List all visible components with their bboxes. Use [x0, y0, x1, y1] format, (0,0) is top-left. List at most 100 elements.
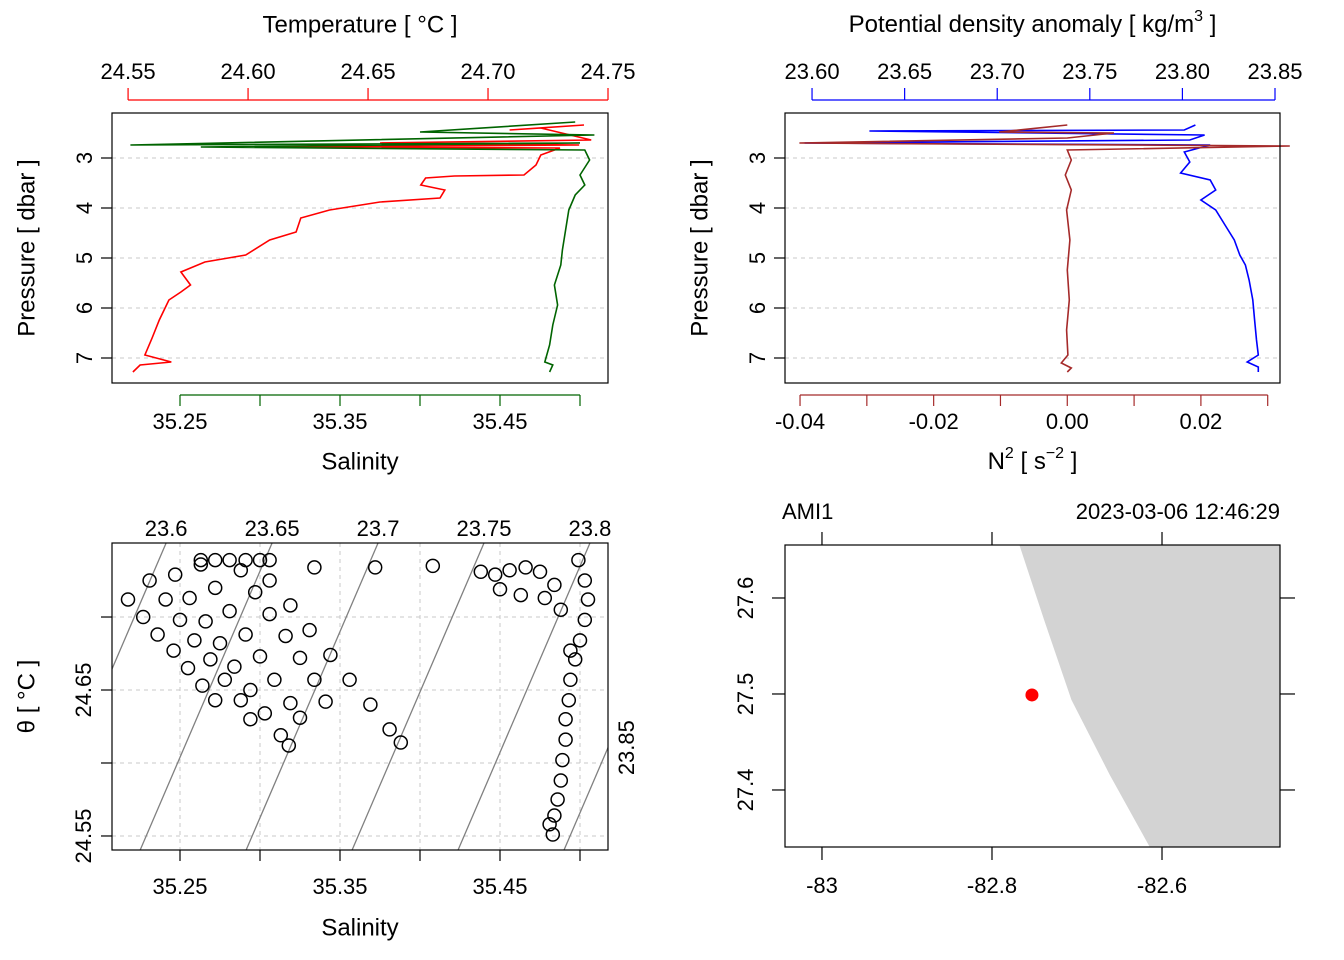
x-tick-label: -82.8 [967, 873, 1017, 898]
ts-point [207, 552, 223, 568]
ts-point [487, 567, 503, 582]
ts-point [318, 694, 333, 709]
x2-tick-label: 24.75 [580, 59, 635, 84]
ts-point [572, 633, 588, 648]
y-tick-label: 4 [745, 202, 770, 214]
x2-axis-title: Temperature [ °C ] [263, 11, 458, 38]
plot-box [111, 542, 609, 851]
x-tick-label: 35.45 [472, 409, 527, 434]
ts-point [198, 614, 213, 629]
ts-point [262, 606, 277, 622]
ts-point [281, 738, 297, 753]
ts-point [243, 682, 258, 698]
ts-point [238, 552, 253, 568]
y-tick-label: 7 [72, 352, 97, 364]
station-point [1025, 688, 1039, 702]
x-axis-title-part: ] [1064, 448, 1077, 475]
ts-point [342, 672, 357, 688]
ts-point [193, 552, 209, 568]
x-axis-title: N2 [ s−2 ] [988, 445, 1078, 475]
ts-point [577, 573, 593, 588]
ts-point [550, 792, 565, 807]
ts-point [252, 552, 268, 568]
profile-line [804, 124, 1260, 372]
x2-tick-label: 23.75 [1062, 59, 1117, 84]
profile-line [132, 124, 592, 373]
ts-point [247, 584, 263, 600]
ts-point [262, 573, 277, 588]
ts-point [558, 732, 573, 747]
ts-point [561, 692, 577, 708]
ts-point [518, 560, 533, 575]
x-tick-label: 0.02 [1179, 409, 1222, 434]
ts-point [567, 652, 583, 667]
ts-point [167, 567, 183, 582]
station-time: 2023-03-06 12:46:29 [1076, 499, 1280, 524]
ts-point [393, 735, 409, 750]
ts-point [195, 678, 210, 693]
x2-axis-title-part: ] [1203, 11, 1216, 38]
ts-point [547, 577, 562, 593]
ts-point [273, 728, 289, 743]
ts-point [492, 582, 508, 597]
plot-box [784, 544, 1281, 848]
ts-point [553, 602, 569, 617]
ts-point [425, 558, 441, 574]
profile-line [130, 121, 595, 373]
ts-point [323, 647, 338, 663]
y-axis-title: Pressure [ dbar ] [686, 159, 713, 336]
y-tick-label: 27.5 [733, 673, 758, 716]
ts-point [222, 552, 237, 568]
isopycnal-group [112, 543, 608, 850]
y-tick-label: 6 [745, 302, 770, 314]
isopycnal [351, 543, 485, 850]
ts-point [571, 552, 586, 568]
ts-point [158, 592, 173, 607]
ts-point [150, 627, 165, 642]
ts-point [563, 643, 578, 658]
ts-point [207, 580, 223, 596]
ts-point [166, 643, 181, 658]
x2-tick-label: 24.70 [460, 59, 515, 84]
y-tick-label: 6 [72, 302, 97, 314]
isopycnal [112, 543, 167, 671]
ts-point [532, 564, 548, 580]
plot-box [111, 112, 609, 384]
y-tick-label: 5 [745, 252, 770, 264]
ts-point [545, 827, 561, 842]
ts-point [382, 722, 397, 737]
ts-point [292, 710, 308, 725]
x2-axis-title-part: 3 [1194, 8, 1203, 25]
isopycnal [245, 543, 379, 850]
x2-axis-title-part: Potential density anomaly [ kg/m [849, 11, 1195, 38]
ts-point [537, 590, 553, 606]
x-axis-title-part: 2 [1005, 445, 1014, 462]
x-tick-label: -83 [806, 873, 838, 898]
ts-point [142, 573, 157, 588]
x2-tick-label: 23.65 [877, 59, 932, 84]
ts-point [555, 752, 570, 768]
y-tick-label: 4 [72, 202, 97, 214]
ts-point [180, 660, 196, 676]
x-tick-label: -82.6 [1137, 873, 1187, 898]
ts-point [580, 592, 596, 607]
ts-point [233, 563, 249, 578]
y-tick-label: 3 [745, 152, 770, 164]
y-tick-label: 7 [745, 352, 770, 364]
isopycnal-label: 23.6 [145, 516, 188, 541]
x-tick-label: 0.00 [1046, 409, 1089, 434]
ts-point [212, 636, 228, 651]
ts-point [363, 697, 378, 712]
ts-point [283, 598, 298, 613]
plot-box [784, 112, 1281, 384]
ts-point [547, 808, 562, 823]
ts-point [577, 612, 593, 628]
x2-tick-label: 24.65 [341, 59, 396, 84]
x-tick-label: -0.04 [775, 409, 825, 434]
isopycnal [139, 543, 273, 850]
x2-tick-label: 23.60 [785, 59, 840, 84]
isopycnal [563, 745, 608, 850]
station-name: AMI1 [782, 499, 833, 524]
ts-point [217, 672, 233, 688]
ts-point [182, 590, 197, 606]
